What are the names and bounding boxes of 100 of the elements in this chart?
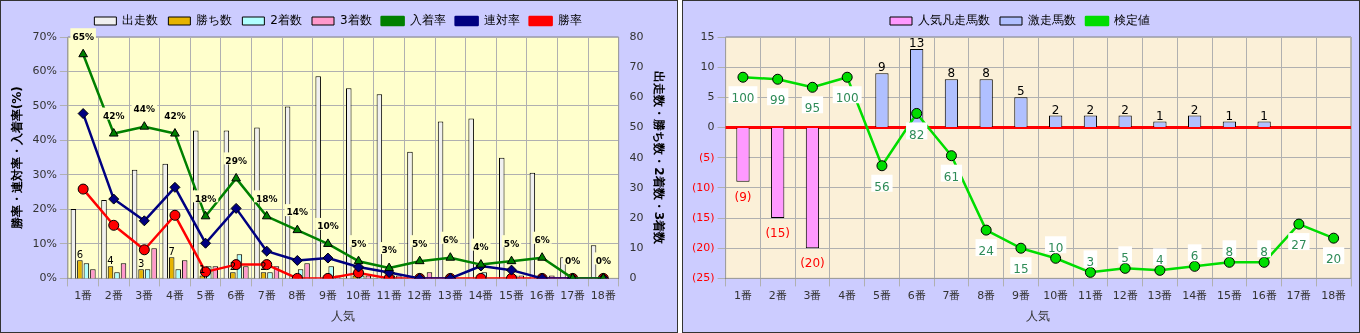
- x-tick-label: 7番: [257, 288, 276, 302]
- data-label: 2: [1086, 102, 1095, 117]
- data-label: 10%: [317, 221, 339, 232]
- x-tick-label: 12番: [407, 288, 433, 302]
- x-tick-label: 16番: [529, 288, 555, 302]
- x-tick-label: 17番: [1286, 288, 1312, 302]
- legend-label: 3着数: [340, 13, 372, 28]
- y2-tick-label: 10: [629, 241, 644, 255]
- data-label: 20: [1325, 252, 1342, 267]
- data-label: 9: [878, 60, 886, 75]
- data-label: 42%: [164, 110, 186, 121]
- legend-label: 激走馬数: [1028, 13, 1076, 28]
- data-label: 14%: [286, 207, 309, 218]
- y2-tick-label: 0: [629, 271, 637, 285]
- x-tick-label: 10番: [346, 288, 372, 302]
- x-tick-label: 3番: [803, 288, 822, 302]
- x-tick-label: 15番: [499, 288, 525, 302]
- data-label: 27: [1291, 238, 1307, 253]
- x-tick-label: 17番: [560, 288, 586, 302]
- data-label: 6: [1190, 249, 1199, 264]
- data-label: 61: [943, 169, 960, 184]
- x-tick-label: 4番: [838, 288, 857, 302]
- data-label: 99: [770, 93, 786, 108]
- x-axis-title: 人気: [1026, 308, 1051, 323]
- data-label: 2: [260, 260, 267, 272]
- y-tick-label: 50%: [32, 98, 57, 112]
- x-tick-label: 6番: [907, 288, 926, 302]
- x-tick-label: 16番: [1251, 288, 1277, 302]
- legend-label: 入着率: [409, 13, 446, 28]
- y-tick-label: 60%: [32, 64, 57, 78]
- data-label: 4%: [473, 241, 489, 252]
- y2-tick-label: 60: [629, 90, 644, 104]
- y2-tick-label: 30: [629, 180, 644, 194]
- y-tick-label: 10: [700, 60, 715, 74]
- data-label: 18%: [194, 193, 217, 204]
- x-tick-label: 6番: [227, 288, 246, 302]
- data-label: (15): [765, 226, 791, 241]
- y2-tick-label: 50: [629, 120, 644, 134]
- data-label: 5%: [350, 238, 367, 249]
- y-tick-label: (20): [691, 241, 715, 255]
- x-tick-label: 5番: [196, 288, 215, 302]
- data-label: 42%: [102, 110, 125, 121]
- data-label: 65%: [72, 31, 94, 42]
- y-tick-label: 30%: [32, 167, 57, 181]
- data-label: 3%: [381, 245, 397, 256]
- data-label: 0%: [565, 255, 581, 266]
- x-tick-label: 8番: [977, 288, 996, 302]
- data-label: 5%: [503, 238, 520, 249]
- x-tick-label: 12番: [1112, 288, 1138, 302]
- y-tick-label: (5): [698, 150, 715, 164]
- data-label: 0%: [595, 255, 611, 266]
- data-label: 2: [1190, 102, 1199, 117]
- data-label: (20): [800, 256, 825, 271]
- data-label: 5: [1017, 84, 1025, 99]
- x-tick-label: 18番: [590, 288, 616, 302]
- y-tick-label: 10%: [32, 236, 57, 250]
- legend-label: 出走数: [122, 13, 159, 28]
- data-label: 18%: [255, 193, 278, 204]
- legend-label: 連対率: [483, 13, 520, 28]
- x-tick-label: 9番: [318, 288, 337, 302]
- y2-axis-title: 出走数・勝ち数・2着数・3着数: [651, 71, 666, 246]
- x-tick-label: 2番: [104, 288, 123, 302]
- x-tick-label: 14番: [1182, 288, 1208, 302]
- y-tick-label: 15: [700, 29, 715, 43]
- legend-label: 勝ち数: [196, 13, 233, 28]
- y2-tick-label: 40: [629, 150, 644, 164]
- y-tick-label: 20%: [32, 202, 57, 216]
- x-tick-label: 11番: [376, 288, 402, 302]
- data-label: 24: [978, 244, 994, 259]
- x-tick-label: 13番: [437, 288, 463, 302]
- x-tick-label: 15番: [1216, 288, 1242, 302]
- x-tick-label: 11番: [1077, 288, 1103, 302]
- legend-label: 検定値: [1114, 13, 1150, 28]
- data-label: 8: [982, 66, 990, 81]
- y-tick-label: 5: [707, 90, 715, 104]
- y-axis-title: 勝率・連対率・入着率(%): [10, 86, 25, 231]
- data-label: 8: [947, 66, 956, 81]
- data-label: 1: [1156, 108, 1164, 123]
- data-label: 82: [909, 127, 925, 142]
- x-tick-label: 10番: [1043, 288, 1069, 302]
- x-tick-label: 4番: [165, 288, 184, 302]
- data-label: 1: [1225, 108, 1234, 123]
- data-label: 2: [1051, 102, 1060, 117]
- x-tick-label: 14番: [468, 288, 494, 302]
- x-tick-label: 8番: [288, 288, 307, 302]
- data-label: 100: [731, 91, 755, 106]
- x-tick-label: 7番: [942, 288, 961, 302]
- x-tick-label: 18番: [1321, 288, 1347, 302]
- data-label: 10: [1048, 241, 1064, 256]
- x-tick-label: 9番: [1011, 288, 1030, 302]
- data-label: 6%: [534, 235, 550, 246]
- data-label: 15: [1013, 262, 1029, 277]
- data-label: 100: [835, 91, 859, 106]
- y-tick-label: (25): [691, 271, 715, 285]
- x-tick-label: 1番: [733, 288, 752, 302]
- x-tick-label: 1番: [74, 288, 93, 302]
- y2-tick-label: 80: [629, 29, 644, 43]
- data-label: 8: [1225, 245, 1234, 260]
- data-label: 44%: [133, 104, 156, 115]
- legend-label: 人気凡走馬数: [918, 13, 990, 28]
